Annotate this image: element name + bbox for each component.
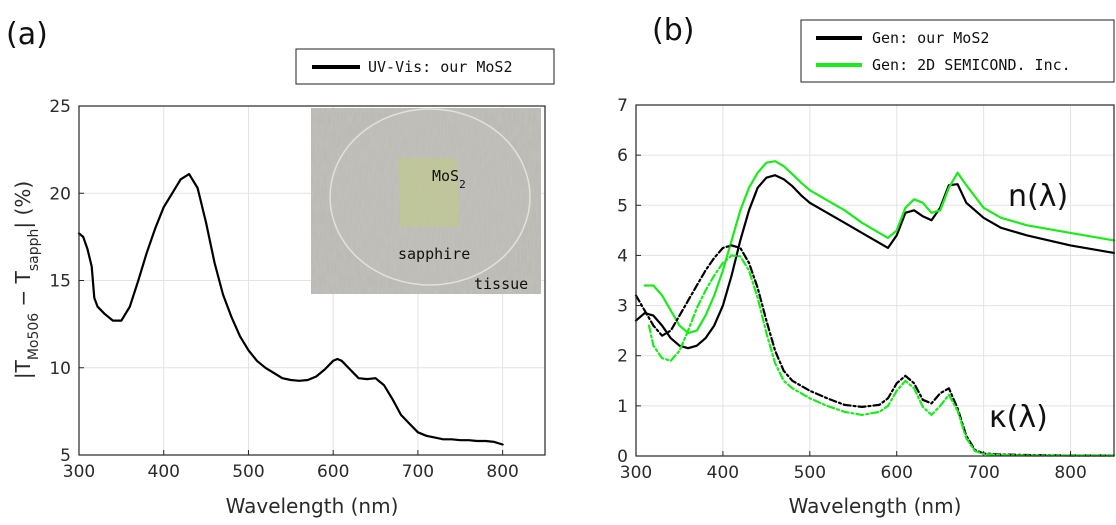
plot-b-series [634, 160, 1116, 457]
plot-a-ytick-label-1: 10 [49, 359, 71, 379]
inset-label-tissue: tissue [474, 275, 528, 293]
plot-b-ytick-label-2: 2 [617, 347, 628, 367]
legend-b: Gen: our MoS2 Gen: 2D SEMICOND. Inc. [800, 19, 1115, 83]
mos2-film [398, 158, 459, 227]
inset-photo: MoS2 sapphire tissue [311, 108, 541, 294]
annotation-kappa-lambda: κ(λ) [989, 400, 1048, 435]
plot-b-ytick-label-6: 6 [617, 146, 628, 166]
plot-a-xtick-label-1: 400 [148, 462, 180, 482]
annotation-n-lambda: n(λ) [1008, 179, 1068, 214]
plot-b-ytick-label-4: 4 [617, 246, 628, 266]
plot-a-ticks: 300 400 500 600 700 800 5 10 15 20 25 [49, 97, 519, 482]
plot-b-xlabel: Wavelength (nm) [789, 494, 962, 518]
legend-b-entry-0: Gen: our MoS2 [872, 29, 989, 47]
plot-a-ylabel: |TMo506 − Tsapph| (%) [11, 181, 42, 379]
plot-a-xtick-label-4: 700 [402, 462, 434, 482]
panel-b: (b) Gen: our MoS2 Gen: 2D SEMICOND. Inc.… [617, 13, 1116, 518]
plot-b-xtick-label-2: 500 [794, 463, 826, 483]
plot-b-series-0-n [634, 174, 1116, 350]
plot-b-series-3-k [647, 254, 1116, 457]
legend-b-box [800, 19, 1115, 83]
plot-a-xtick-label-0: 300 [63, 462, 95, 482]
plot-b-frame [635, 104, 1115, 457]
panel-b-label: (b) [652, 13, 694, 48]
plot-b-ytick-label-7: 7 [617, 96, 628, 116]
plot-b-xtick-label-4: 700 [967, 463, 999, 483]
plot-a-ytick-label-0: 5 [60, 446, 71, 466]
plot-b-series-1-n [643, 160, 1116, 335]
plot-a-xtick-label-2: 500 [232, 462, 264, 482]
plot-b-ytick-label-0: 0 [617, 447, 628, 467]
plot-b-ticks: 300 400 500 600 700 800 0 1 2 3 4 5 6 7 [617, 96, 1087, 483]
inset-label-mos2: MoS2 [432, 167, 466, 191]
plot-b-ytick-label-3: 3 [617, 297, 628, 317]
plot-a-series [77, 173, 504, 446]
plot-b-xtick-label-0: 300 [620, 463, 652, 483]
plot-a-xtick-label-3: 600 [317, 462, 349, 482]
plot-a-ytick-label-3: 20 [49, 184, 71, 204]
plot-a-xtick-label-5: 800 [486, 462, 518, 482]
plot-a-ytick-label-2: 15 [49, 272, 71, 292]
plot-a-ytick-label-4: 25 [49, 97, 71, 117]
plot-a-frame [78, 105, 546, 456]
plot-b-xtick-label-5: 800 [1054, 463, 1086, 483]
plot-a-series-0 [77, 173, 504, 446]
plot-b-xtick-label-3: 600 [881, 463, 913, 483]
plot-a-xlabel: Wavelength (nm) [226, 494, 399, 518]
plot-b-ytick-label-5: 5 [617, 196, 628, 216]
legend-a: UV-Vis: our MoS2 [295, 48, 555, 85]
inset-label-sapphire: sapphire [398, 245, 470, 263]
legend-b-entry-1: Gen: 2D SEMICOND. Inc. [872, 56, 1071, 74]
legend-a-entry-0: UV-Vis: our MoS2 [368, 58, 513, 76]
plot-b-xtick-label-1: 400 [707, 463, 739, 483]
plot-b-ytick-label-1: 1 [617, 397, 628, 417]
panel-a-label: (a) [6, 17, 48, 52]
panel-a: (a) UV-Vis: our MoS2 300 400 500 600 700 800 5… [6, 17, 555, 518]
